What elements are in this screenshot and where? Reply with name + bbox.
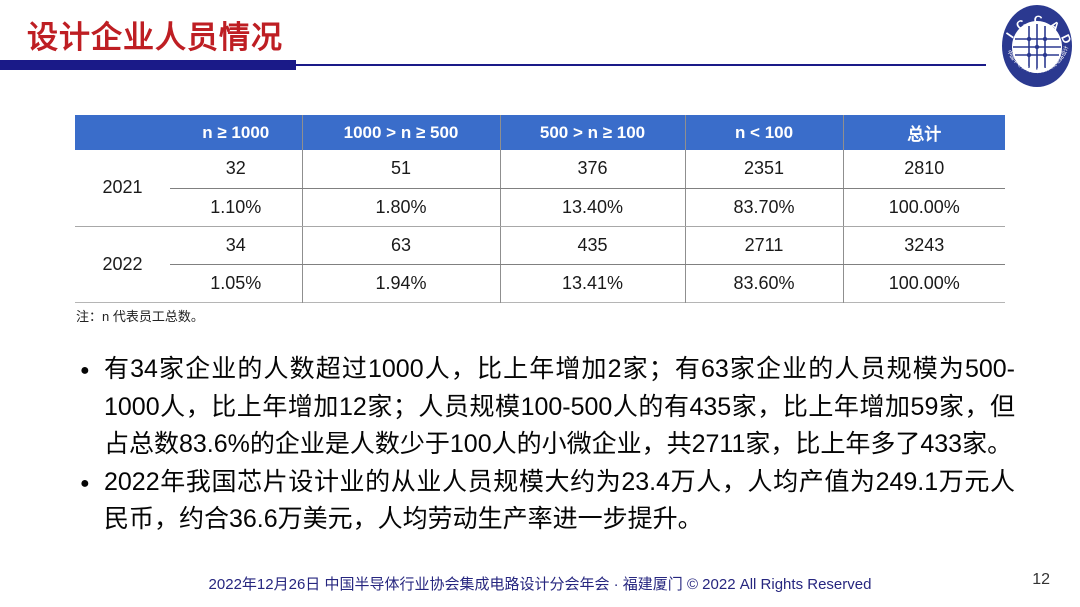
cell-2022-percent: 1.05%: [170, 264, 302, 302]
header-corner: [75, 115, 170, 150]
cell-2022-percent: 83.60%: [684, 264, 843, 302]
cell-2021-count: 32: [170, 150, 302, 189]
cell-2022-count: 34: [170, 226, 302, 265]
title-underline-bar: [0, 60, 296, 70]
cell-2022-percent: 13.41%: [499, 264, 685, 302]
iccad-logo-icon: I C C A D 中国半导体行业协会集成电路设计分会: [997, 0, 1074, 88]
bullet-text-2: 2022年我国芯片设计业的从业人员规模大约为23.4万人，人均产值为249.1万…: [104, 467, 1015, 534]
cell-2021-percent: 100.00%: [842, 188, 1005, 227]
bullet-icon: ●: [80, 362, 90, 379]
cell-2022-count: 435: [499, 226, 685, 265]
page-title: 设计企业人员情况: [27, 20, 283, 55]
header-n-lt-100: n < 100: [684, 115, 843, 150]
personnel-table: n ≥ 1000 1000 > n ≥ 500 500 > n ≥ 100 n …: [75, 115, 1005, 303]
cell-2021-percent: 13.40%: [499, 188, 685, 227]
cell-2021-count: 2351: [684, 150, 843, 189]
table-row-2021-counts: 2021 32 51 376 2351 2810: [75, 150, 1005, 227]
table-row-2021-percents: 1.10% 1.80% 13.40% 83.70% 100.00%: [75, 188, 1005, 227]
bullet-list: ● 有34家企业的人数超过1000人，比上年增加2家；有63家企业的人员规模为5…: [80, 351, 1015, 539]
cell-2021-percent: 83.70%: [684, 188, 843, 227]
table-row-2022-counts: 2022 34 63 435 2711 3243: [75, 226, 1005, 302]
bullet-text-1: 有34家企业的人数超过1000人，比上年增加2家；有63家企业的人员规模为500…: [104, 355, 1015, 458]
page-number: 12: [1032, 571, 1050, 588]
table-header-row: n ≥ 1000 1000 > n ≥ 500 500 > n ≥ 100 n …: [75, 115, 1005, 150]
cell-2022-percent: 1.94%: [301, 264, 500, 302]
cell-2021-percent: 1.10%: [170, 188, 302, 227]
table-footnote: 注：n 代表员工总数。: [76, 309, 204, 324]
cell-2021-count: 376: [499, 150, 685, 189]
header-500-n-100: 500 > n ≥ 100: [499, 115, 685, 150]
list-item: ● 2022年我国芯片设计业的从业人员规模大约为23.4万人，人均产值为249.…: [80, 464, 1015, 539]
header-1000-n-500: 1000 > n ≥ 500: [301, 115, 500, 150]
cell-2021-count: 51: [301, 150, 500, 189]
header-total: 总计: [842, 115, 1005, 150]
cell-2022-count: 3243: [842, 226, 1005, 265]
cell-2021-percent: 1.80%: [301, 188, 500, 227]
title-underline-rule: [296, 64, 986, 66]
bullet-icon: ●: [80, 474, 90, 492]
cell-2021-count: 2810: [842, 150, 1005, 189]
year-label-2021: 2021: [75, 150, 170, 227]
cell-2022-count: 63: [301, 226, 500, 265]
cell-2022-percent: 100.00%: [842, 264, 1005, 302]
cell-2022-count: 2711: [684, 226, 843, 265]
list-item: ● 有34家企业的人数超过1000人，比上年增加2家；有63家企业的人员规模为5…: [80, 351, 1015, 464]
table-row-2022-percents: 1.05% 1.94% 13.41% 83.60% 100.00%: [75, 264, 1005, 302]
footer-copyright: 2022年12月26日 中国半导体行业协会集成电路设计分会年会 · 福建厦门 ©…: [208, 576, 872, 593]
header-n-ge-1000: n ≥ 1000: [170, 115, 302, 150]
year-label-2022: 2022: [75, 226, 170, 302]
